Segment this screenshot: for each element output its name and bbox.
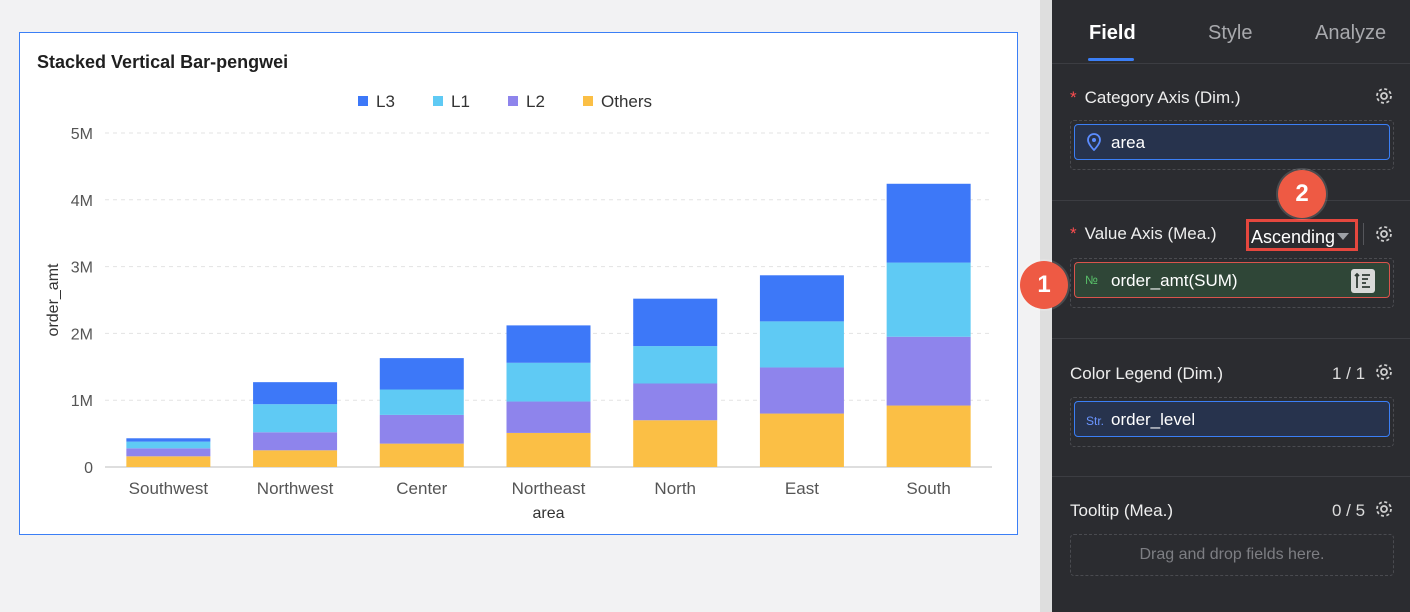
string-type-icon: Str. (1086, 414, 1105, 428)
gear-icon[interactable] (1374, 224, 1394, 244)
sort-order-button[interactable] (1351, 269, 1375, 293)
tab-style[interactable]: Style (1208, 22, 1253, 44)
bar-segment-l1 (633, 346, 718, 384)
color-legend-count: 1 / 1 (1332, 364, 1366, 383)
color-legend-dropzone[interactable]: Str. order_level (1070, 397, 1394, 447)
y-tick-label: 5M (71, 126, 93, 143)
callout-badge-1: 1 (1020, 261, 1068, 309)
bar-segment-l3 (379, 358, 464, 390)
tab-analyze[interactable]: Analyze (1315, 22, 1387, 44)
active-tab-indicator (1088, 58, 1134, 61)
bar-segment-l3 (633, 298, 718, 347)
y-tick-label: 1M (71, 393, 93, 410)
color-legend-label: Color Legend (Dim.) (1070, 364, 1224, 383)
chart-title: Stacked Vertical Bar-pengwei (37, 52, 289, 72)
category-axis-field[interactable]: area (1074, 124, 1390, 160)
category-axis-dropzone[interactable]: area (1070, 120, 1394, 170)
bar-segment-l3 (759, 275, 844, 322)
value-axis-dropzone[interactable]: № order_amt(SUM) (1070, 258, 1394, 308)
x-tick-label: East (785, 479, 819, 498)
bar-segment-l2 (633, 383, 718, 421)
bar-segment-l1 (126, 441, 211, 449)
value-axis-label: * Value Axis (Mea.) (1070, 224, 1217, 244)
sort-dropdown[interactable]: Ascending (1246, 219, 1358, 251)
separator (1363, 223, 1364, 245)
legend-label-l2: L2 (526, 92, 545, 111)
bar-segment-others (126, 456, 211, 467)
x-tick-label: Southwest (129, 479, 209, 498)
color-legend-field[interactable]: Str. order_level (1074, 401, 1390, 437)
gear-icon[interactable] (1374, 499, 1394, 519)
category-axis-label: * Category Axis (Dim.) (1070, 88, 1241, 108)
category-axis-field-label: area (1111, 133, 1146, 152)
value-axis-section: * Value Axis (Mea.) № order_amt(SUM) (1052, 201, 1410, 339)
bar-segment-l1 (253, 404, 338, 433)
required-mark: * (1070, 88, 1077, 107)
bar-segment-l2 (379, 414, 464, 444)
tab-field[interactable]: Field (1089, 22, 1136, 44)
bar-segment-l2 (759, 367, 844, 414)
y-tick-label: 3M (71, 260, 93, 277)
x-tick-label: South (906, 479, 950, 498)
gear-icon[interactable] (1374, 86, 1394, 106)
bar-segment-l1 (886, 262, 971, 337)
value-axis-field-label: order_amt(SUM) (1111, 271, 1238, 290)
y-tick-label: 2M (71, 326, 93, 343)
bar-segment-l3 (253, 382, 338, 405)
y-tick-label: 0 (84, 460, 93, 477)
tooltip-label: Tooltip (Mea.) (1070, 501, 1173, 520)
legend-swatch-l1 (433, 96, 443, 106)
x-tick-label: North (654, 479, 696, 498)
bar-segment-l2 (506, 401, 591, 433)
bar-segment-others (253, 450, 338, 467)
x-tick-label: Center (396, 479, 447, 498)
bar-segment-others (759, 413, 844, 467)
bar-segment-l1 (506, 362, 591, 402)
panel-tabs: Field Style Analyze (1052, 0, 1410, 64)
legend-swatch-others (583, 96, 593, 106)
x-tick-label: Northwest (257, 479, 334, 498)
sort-dropdown-value: Ascending (1251, 227, 1336, 247)
tooltip-dropzone[interactable]: Drag and drop fields here. (1070, 534, 1394, 576)
color-legend-field-label: order_level (1111, 410, 1196, 429)
tooltip-section: Tooltip (Mea.) 0 / 5 (1052, 477, 1410, 612)
value-axis-field[interactable]: № order_amt(SUM) (1074, 262, 1390, 298)
tooltip-count: 0 / 5 (1332, 501, 1366, 520)
required-mark: * (1070, 224, 1077, 243)
category-axis-label-text: Category Axis (Dim.) (1084, 88, 1241, 107)
bar-segment-l1 (759, 321, 844, 368)
legend-swatch-l3 (358, 96, 368, 106)
bar-segment-others (379, 443, 464, 467)
bar-segment-others (506, 432, 591, 467)
x-tick-label: Northeast (512, 479, 586, 498)
bar-segment-l2 (886, 336, 971, 406)
legend-swatch-l2 (508, 96, 518, 106)
bar-segment-l3 (126, 438, 211, 442)
gear-icon[interactable] (1374, 362, 1394, 382)
bar-segment-others (886, 405, 971, 467)
bar-segment-l2 (253, 432, 338, 451)
chart-card[interactable]: Stacked Vertical Bar-pengwei 0 1M 2M 3M 4M 5M… (19, 32, 1018, 535)
legend-label-l3: L3 (376, 92, 395, 111)
y-tick-label: 4M (71, 193, 93, 210)
y-axis-title: order_amt (45, 263, 62, 336)
bar-segment-l2 (126, 448, 211, 457)
location-pin-icon (1087, 133, 1101, 151)
callout-badge-2: 2 (1278, 170, 1326, 218)
sort-icon (1354, 272, 1370, 288)
bar-segment-l3 (506, 325, 591, 363)
bar-segment-others (633, 420, 718, 467)
bar-segment-l3 (886, 183, 971, 263)
stacked-bar-chart: 0 1M 2M 3M 4M 5M Southwest Northwest Center North… (45, 92, 992, 522)
bar-segment-l1 (379, 389, 464, 415)
x-axis-title: area (532, 505, 564, 522)
category-axis-section: * Category Axis (Dim.) area (1052, 65, 1410, 201)
color-legend-section: Color Legend (Dim.) 1 / 1 Str. order_lev… (1052, 339, 1410, 477)
value-axis-label-text: Value Axis (Mea.) (1084, 224, 1217, 243)
legend-label-l1: L1 (451, 92, 470, 111)
caret-down-icon (1337, 233, 1349, 240)
config-panel: Field Style Analyze * Category Axis (Dim.… (1052, 0, 1410, 612)
legend-label-others: Others (601, 92, 652, 111)
numeric-type-icon: № (1085, 273, 1098, 287)
